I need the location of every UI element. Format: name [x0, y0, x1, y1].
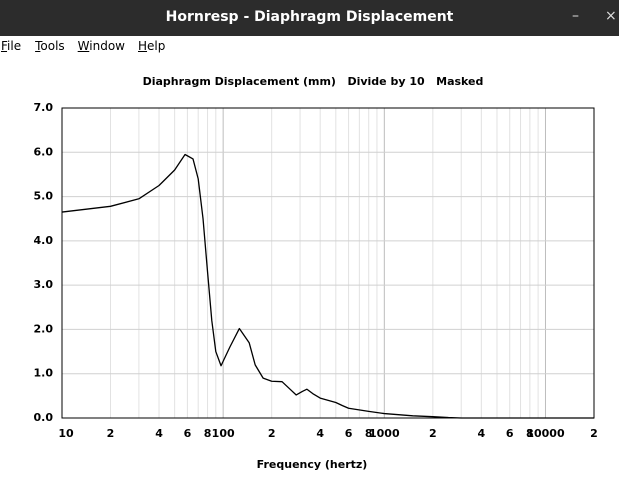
- menu-item[interactable]: Help: [138, 39, 166, 53]
- x-tick-label: 10: [58, 427, 74, 440]
- window-title: Hornresp - Diaphragm Displacement: [165, 9, 454, 25]
- minimize-button[interactable]: –: [572, 8, 579, 24]
- chart-title: Diaphragm Displacement (mm) Divide by 10…: [143, 75, 484, 88]
- menu-item[interactable]: File: [1, 39, 22, 53]
- x-tick-label: 2: [107, 427, 115, 440]
- x-tick-label: 6: [345, 427, 353, 440]
- chart: Diaphragm Displacement (mm) Divide by 10…: [34, 75, 598, 471]
- x-tick-label: 10000: [526, 427, 565, 440]
- x-tick-label: 1000: [369, 427, 400, 440]
- x-tick-label: 2: [590, 427, 598, 440]
- x-tick-label: 6: [184, 427, 192, 440]
- y-tick-label: 5.0: [34, 190, 54, 203]
- x-tick-label: 100: [212, 427, 235, 440]
- x-tick-label: 8: [204, 427, 212, 440]
- menu-item[interactable]: Window: [77, 39, 125, 53]
- y-tick-label: 0.0: [34, 411, 54, 424]
- y-tick-label: 6.0: [34, 145, 54, 158]
- x-tick-label: 4: [316, 427, 324, 440]
- plot-frame: [61, 107, 595, 419]
- y-tick-label: 4.0: [34, 234, 54, 247]
- y-tick-label: 1.0: [34, 367, 54, 380]
- x-tick-label: 4: [478, 427, 486, 440]
- x-tick-label: 8: [526, 427, 534, 440]
- x-tick-label: 6: [506, 427, 514, 440]
- y-tick-label: 7.0: [34, 101, 54, 114]
- x-tick-label: 4: [155, 427, 163, 440]
- y-tick-label: 2.0: [34, 322, 54, 335]
- data-line: [61, 153, 594, 419]
- x-tick-label: 2: [429, 427, 437, 440]
- title-bar: Hornresp - Diaphragm Displacement – ×: [0, 0, 619, 36]
- x-tick-label: 8: [365, 427, 373, 440]
- y-tick-label: 3.0: [34, 278, 54, 291]
- x-tick-label: 2: [268, 427, 276, 440]
- close-button[interactable]: ×: [605, 8, 617, 24]
- menu-item[interactable]: Tools: [35, 39, 65, 53]
- x-axis-label: Frequency (hertz): [257, 458, 368, 471]
- menu-bar: File Tools Window Help: [0, 36, 619, 56]
